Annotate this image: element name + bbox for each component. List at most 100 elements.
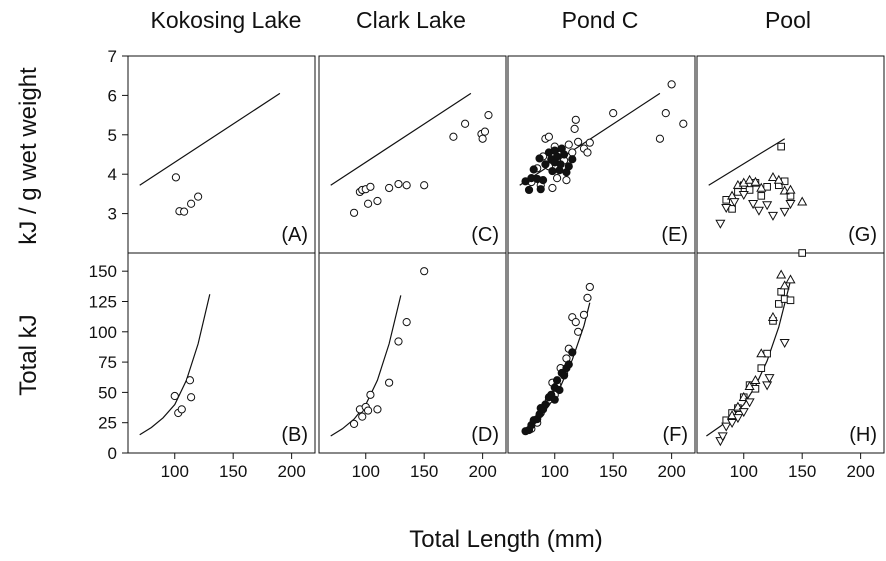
- panel-label: (C): [471, 224, 499, 246]
- data-point: [717, 432, 728, 442]
- data-point: [373, 196, 382, 206]
- panel-g: (G): [696, 55, 885, 254]
- data-point: [480, 127, 490, 136]
- fit-line: [330, 92, 472, 186]
- data-point: [420, 181, 429, 190]
- data-point: [402, 317, 411, 327]
- data-point: [762, 381, 773, 391]
- panel-h: 100 150 200 (H): [696, 249, 885, 481]
- data-point: [786, 296, 795, 305]
- data-point: [187, 393, 196, 402]
- data-point: [568, 155, 577, 164]
- x-tick-label: 150: [410, 462, 438, 481]
- column-titles: Kokosing Lake Clark Lake Pond C Pool: [151, 7, 811, 33]
- data-point: [722, 196, 731, 204]
- data-point: [745, 186, 754, 194]
- data-point: [757, 192, 766, 200]
- column-title-clark: Clark Lake: [356, 7, 466, 33]
- data-point: [449, 132, 458, 141]
- x-tick-label: 200: [277, 462, 305, 481]
- data-point: [544, 132, 554, 141]
- data-point: [571, 115, 580, 124]
- panel-d: 100 150 200 (D): [318, 252, 507, 481]
- data-point: [185, 376, 195, 385]
- data-point: [535, 154, 544, 163]
- y-tick-label: 50: [98, 383, 117, 402]
- column-title-pond-c: Pond C: [562, 7, 639, 33]
- data-point: [548, 166, 557, 176]
- data-point: [564, 140, 573, 149]
- data-point: [738, 408, 749, 418]
- data-point: [177, 405, 186, 414]
- data-point: [715, 219, 726, 229]
- x-tick-label: 200: [657, 462, 685, 481]
- data-point: [555, 385, 564, 395]
- panel-a: 3 4 5 6 7 (A): [108, 47, 316, 254]
- data-point: [394, 337, 403, 346]
- data-point: [373, 405, 382, 414]
- y-tick-label: 125: [89, 292, 117, 311]
- fit-line: [139, 294, 211, 436]
- data-point: [798, 249, 806, 257]
- data-point: [187, 199, 196, 208]
- data-point: [767, 211, 779, 221]
- x-tick-label: 200: [846, 462, 874, 481]
- data-point: [560, 150, 569, 159]
- data-point: [777, 287, 785, 296]
- data-point: [349, 208, 359, 217]
- data-point: [728, 205, 736, 213]
- y-tick-label: 3: [108, 205, 117, 224]
- data-point: [750, 374, 761, 384]
- data-point: [585, 282, 594, 292]
- data-point: [776, 269, 787, 279]
- data-point: [764, 374, 775, 384]
- x-tick-label: 100: [730, 462, 758, 481]
- data-point: [756, 348, 767, 358]
- y-tick-label: 0: [108, 444, 117, 463]
- x-axis-title: Total Length (mm): [409, 526, 602, 553]
- data-point: [568, 348, 577, 357]
- panel-label: (G): [848, 224, 877, 246]
- data-point: [679, 119, 688, 128]
- data-point: [180, 207, 189, 216]
- data-point: [402, 181, 411, 190]
- fit-line: [139, 92, 281, 186]
- data-point: [767, 311, 779, 321]
- data-point: [585, 138, 594, 147]
- y-tick-label: 150: [89, 262, 117, 281]
- data-point: [583, 293, 592, 302]
- x-tick-label: 100: [161, 462, 189, 481]
- column-title-pool: Pool: [765, 7, 811, 33]
- panel-label: (F): [662, 424, 688, 446]
- data-point: [757, 364, 766, 372]
- panel-frame: [507, 252, 696, 454]
- x-tick-label: 100: [541, 462, 569, 481]
- data-point: [797, 196, 808, 206]
- data-point: [785, 200, 796, 210]
- data-point: [541, 160, 550, 169]
- data-point: [655, 134, 665, 143]
- data-point: [762, 201, 773, 211]
- panel-label: (A): [281, 224, 308, 246]
- data-point: [552, 152, 562, 161]
- y-tick-label: 5: [108, 126, 117, 145]
- panel-e: (E): [507, 55, 696, 254]
- data-point: [548, 183, 557, 193]
- x-tick-label: 100: [352, 462, 380, 481]
- data-point: [748, 200, 759, 210]
- data-point: [478, 134, 487, 143]
- data-point: [583, 148, 592, 157]
- data-point: [560, 371, 569, 380]
- data-point: [562, 176, 571, 185]
- column-title-kokosing: Kokosing Lake: [151, 7, 302, 33]
- data-point: [775, 300, 783, 308]
- data-point: [564, 360, 573, 369]
- data-point: [552, 174, 562, 183]
- panels-group: 3 4 5 6 7 (A) (C) (E) (G) 0 25 50 75 100 125 150 100 150 2…: [89, 47, 885, 481]
- data-point: [550, 395, 559, 404]
- y-axis-title-energy-density: kJ / g wet weight: [15, 67, 42, 245]
- x-tick-label: 200: [468, 462, 496, 481]
- data-point: [732, 414, 743, 424]
- data-point: [779, 338, 790, 349]
